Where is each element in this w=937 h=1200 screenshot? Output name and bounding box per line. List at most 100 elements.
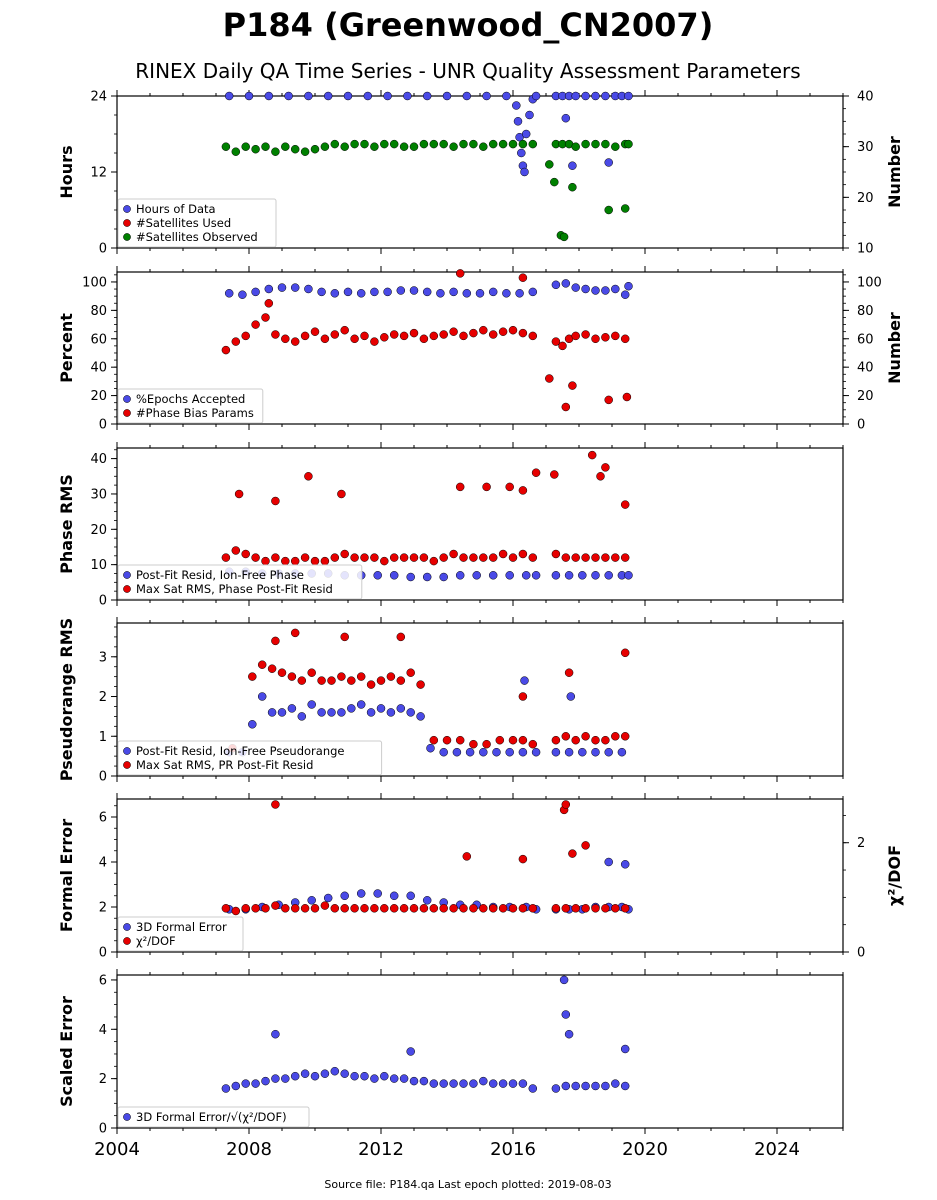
data-point bbox=[389, 891, 399, 901]
y-tick-label: 3 bbox=[99, 650, 107, 665]
data-point bbox=[620, 1044, 630, 1054]
data-point bbox=[350, 904, 359, 913]
data-point bbox=[287, 672, 297, 681]
data-point bbox=[508, 325, 518, 335]
y-tick-label: 2 bbox=[99, 901, 107, 916]
data-point bbox=[419, 1076, 429, 1086]
data-point bbox=[518, 904, 528, 913]
data-point bbox=[439, 330, 448, 339]
data-point bbox=[396, 632, 406, 642]
data-point bbox=[399, 1074, 409, 1083]
chart-panel-3: 0 10 20 30 40 Phase RMS Post-Fit Resid, Ion-Fr… bbox=[57, 442, 844, 609]
y-tick-label: 1 bbox=[99, 730, 107, 745]
data-point bbox=[307, 896, 316, 905]
data-point bbox=[442, 735, 452, 745]
data-point bbox=[248, 720, 257, 729]
data-point bbox=[251, 320, 260, 329]
x-tick-label: 2024 bbox=[754, 1139, 800, 1160]
data-point bbox=[300, 904, 310, 913]
data-point bbox=[271, 901, 280, 910]
data-point bbox=[442, 91, 452, 101]
data-point bbox=[429, 1079, 439, 1088]
data-point bbox=[271, 147, 280, 156]
legend-marker bbox=[123, 409, 131, 417]
chart-panel-2: 0 20 40 60 80 100 0 20 40 60 80 100 Percent Number %Ep… bbox=[57, 266, 904, 433]
y-right-tick-label: 80 bbox=[857, 304, 874, 319]
data-point bbox=[323, 91, 333, 101]
data-point bbox=[564, 571, 574, 580]
data-point bbox=[241, 904, 250, 913]
data-point bbox=[512, 101, 521, 110]
data-point bbox=[528, 904, 538, 913]
data-point bbox=[624, 139, 633, 149]
data-point bbox=[271, 330, 280, 339]
legend-label: 3D Formal Error bbox=[136, 920, 227, 934]
data-point bbox=[521, 571, 531, 580]
y-tick-label: 10 bbox=[90, 558, 107, 573]
plot-frame bbox=[116, 974, 844, 1129]
legend-label: %Epochs Accepted bbox=[136, 392, 245, 406]
data-point bbox=[611, 732, 620, 741]
x-tick-label: 2016 bbox=[490, 1139, 536, 1160]
data-point bbox=[601, 463, 610, 472]
data-point bbox=[498, 327, 508, 336]
data-point bbox=[277, 708, 287, 717]
data-point bbox=[300, 147, 310, 156]
data-point bbox=[403, 91, 412, 101]
data-point bbox=[551, 904, 561, 913]
data-point bbox=[459, 139, 468, 149]
data-point bbox=[373, 571, 382, 580]
data-point bbox=[449, 549, 458, 559]
data-point bbox=[422, 91, 432, 101]
data-point bbox=[604, 205, 613, 215]
data-point bbox=[620, 204, 630, 213]
data-point bbox=[528, 139, 538, 149]
data-point bbox=[459, 331, 468, 341]
data-point bbox=[383, 91, 392, 101]
data-point bbox=[488, 904, 498, 913]
data-point bbox=[416, 680, 425, 689]
y-tick-label: 24 bbox=[90, 90, 107, 105]
data-point bbox=[257, 692, 267, 701]
data-point bbox=[620, 732, 630, 741]
y-tick-label: 2 bbox=[99, 1072, 107, 1087]
data-point bbox=[581, 732, 590, 741]
data-point bbox=[502, 91, 511, 101]
data-point bbox=[261, 904, 270, 913]
data-point bbox=[340, 142, 349, 151]
y-right-tick-label: 20 bbox=[857, 191, 874, 206]
data-point bbox=[620, 334, 630, 344]
data-point bbox=[455, 482, 465, 492]
y-tick-label: 0 bbox=[99, 418, 107, 433]
data-point bbox=[271, 496, 280, 506]
legend: 3D Formal Error/√(χ²/DOF) bbox=[117, 1106, 310, 1128]
legend-label: #Satellites Observed bbox=[136, 230, 258, 244]
data-point bbox=[419, 904, 429, 913]
data-point bbox=[455, 269, 465, 278]
y-tick-label: 20 bbox=[90, 523, 107, 538]
data-point bbox=[264, 284, 274, 294]
y-tick-label: 4 bbox=[99, 856, 107, 871]
data-point bbox=[459, 553, 468, 562]
data-point bbox=[459, 904, 468, 913]
data-point bbox=[578, 747, 587, 757]
data-point bbox=[571, 553, 580, 562]
data-point bbox=[320, 901, 330, 910]
data-point bbox=[601, 333, 610, 342]
data-point bbox=[429, 904, 439, 913]
data-point bbox=[399, 904, 409, 913]
data-point bbox=[261, 142, 270, 151]
data-point bbox=[221, 1084, 231, 1093]
data-point bbox=[624, 91, 633, 101]
data-point bbox=[366, 680, 376, 689]
y-tick-label: 0 bbox=[99, 946, 107, 961]
x-tick-label: 2008 bbox=[226, 1139, 272, 1160]
y-axis-label: Phase RMS bbox=[57, 474, 76, 574]
data-point bbox=[482, 482, 491, 492]
data-point bbox=[429, 735, 439, 745]
data-point bbox=[267, 708, 277, 717]
data-point bbox=[571, 331, 580, 341]
data-point bbox=[482, 91, 491, 101]
data-point bbox=[571, 142, 580, 151]
